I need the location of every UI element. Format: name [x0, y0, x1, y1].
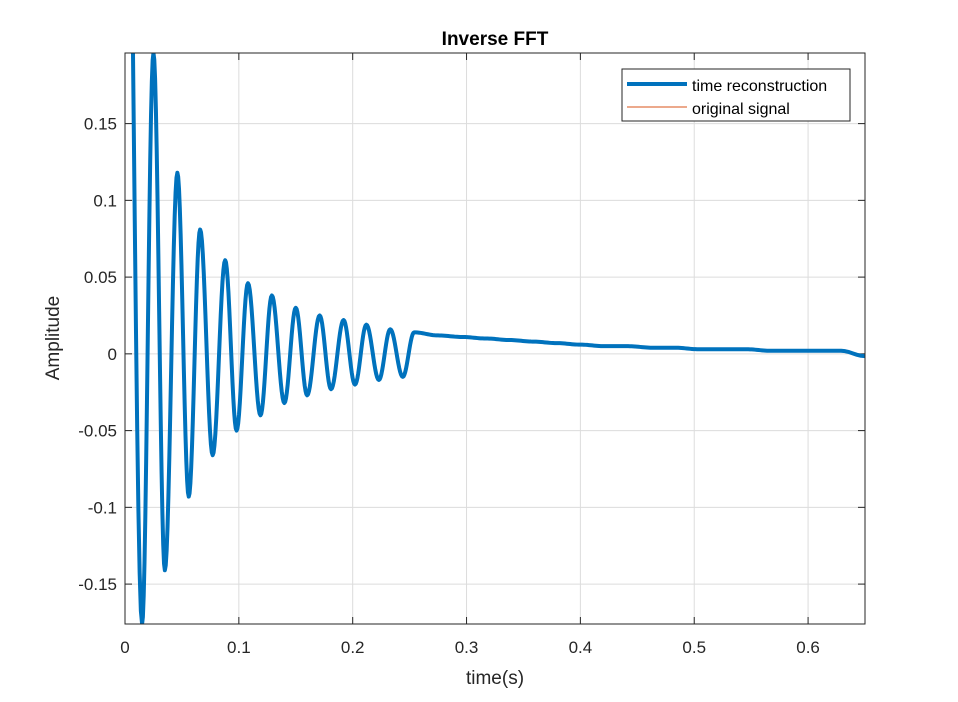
y-tick-label: 0.15 [84, 115, 117, 134]
x-tick-label: 0.4 [569, 638, 593, 657]
x-tick-label: 0.1 [227, 638, 251, 657]
y-tick-label: -0.1 [88, 498, 117, 517]
y-ticks: -0.15 -0.1 -0.05 0 0.05 0.1 0.15 [78, 115, 865, 594]
grid-lines [124, 53, 865, 624]
y-tick-label: 0.05 [84, 268, 117, 287]
legend-box [621, 68, 851, 122]
y-tick-label: -0.15 [78, 575, 117, 594]
x-tick-label: 0 [120, 638, 129, 657]
series-time-reconstruction-line [130, 53, 865, 624]
legend[interactable]: time reconstruction original signal [621, 68, 851, 122]
chart-title: Inverse FFT [442, 29, 549, 50]
y-tick-label: 0.1 [93, 191, 117, 210]
x-tick-label: 0.6 [796, 638, 820, 657]
legend-label-original-signal: original signal [692, 101, 790, 118]
x-tick-label: 0.2 [341, 638, 365, 657]
x-tick-label: 0.3 [455, 638, 479, 657]
y-tick-label: -0.05 [78, 422, 117, 441]
legend-label-time-reconstruction: time reconstruction [692, 78, 827, 95]
x-ticks: 0 0.1 0.2 0.3 0.4 0.5 0.6 [120, 53, 820, 657]
y-tick-label: 0 [108, 345, 117, 364]
x-axis-label: time(s) [466, 668, 524, 689]
y-axis-label: Amplitude [43, 296, 64, 381]
axes-box [124, 52, 866, 625]
x-tick-label: 0.5 [682, 638, 706, 657]
